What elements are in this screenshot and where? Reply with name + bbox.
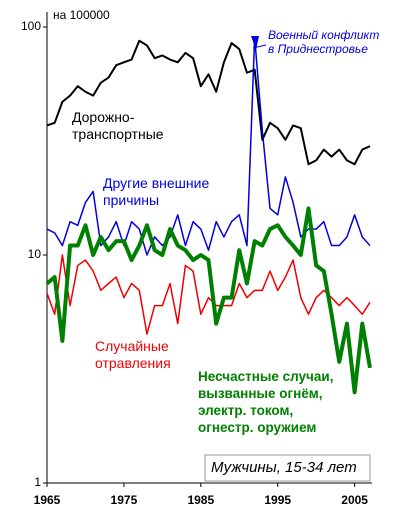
- caption: Мужчины, 15-34 лет: [211, 459, 357, 476]
- y-tick-label: 100: [21, 19, 41, 33]
- series-line: [45, 206, 372, 395]
- y-tick-label: 10: [28, 247, 42, 261]
- y-tick-label: 1: [34, 475, 41, 489]
- series-label: Другие внешние причины: [103, 175, 210, 208]
- unit-label: на 100000: [53, 8, 110, 22]
- series-line: [46, 36, 371, 256]
- series-label: Случайные отравления: [95, 338, 171, 371]
- series-line: [46, 254, 371, 335]
- x-tick-label: 1985: [187, 493, 214, 507]
- caption-box: [204, 454, 371, 482]
- x-tick-label: 1965: [34, 493, 61, 507]
- annotation: Военный конфликт в Приднестровье: [268, 28, 380, 56]
- series-label: Дорожно- транспортные: [72, 109, 164, 142]
- x-tick-label: 2005: [341, 493, 368, 507]
- x-tick-label: 1995: [264, 493, 291, 507]
- series-line: [46, 39, 371, 166]
- series-label: Несчастные случаи, вызванные огнём, элек…: [198, 369, 334, 435]
- x-tick-label: 1975: [111, 493, 138, 507]
